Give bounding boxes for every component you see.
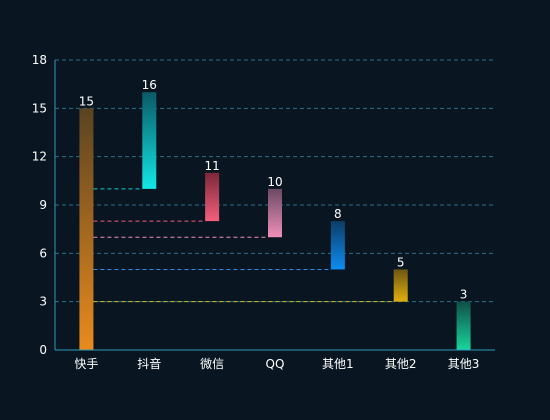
x-tick-label: 其他2 — [385, 357, 417, 371]
bar-其他3[interactable] — [456, 301, 471, 350]
data-label: 10 — [267, 175, 282, 189]
x-tick-label: 其他3 — [448, 357, 480, 371]
data-label: 3 — [460, 288, 468, 302]
bar-其他2[interactable] — [393, 269, 408, 302]
data-label: 16 — [142, 78, 157, 92]
y-tick-label: 18 — [32, 53, 47, 67]
bar-其他1[interactable] — [330, 221, 345, 270]
connector-lines — [93, 188, 394, 303]
data-label: 8 — [334, 207, 342, 221]
x-tick-label: 其他1 — [322, 357, 354, 371]
bar-微信[interactable] — [205, 172, 220, 222]
x-tick-label: 抖音 — [137, 356, 161, 371]
data-label: 11 — [205, 159, 220, 173]
data-label: 5 — [397, 255, 405, 269]
x-tick-label: 快手 — [74, 357, 98, 371]
y-tick-label: 6 — [39, 246, 47, 260]
bars — [79, 92, 471, 350]
data-labels: 15 16 11 10 8 5 3 — [79, 78, 468, 301]
bar-QQ[interactable] — [268, 188, 282, 238]
data-label: 15 — [79, 94, 94, 108]
y-tick-label: 9 — [39, 198, 47, 212]
x-tick-label: QQ — [266, 357, 285, 371]
y-tick-label: 15 — [32, 101, 47, 115]
axes: 0 3 6 9 12 15 18 快手 抖音 微信 QQ 其他1 其他2 其他3 — [32, 53, 495, 371]
y-tick-label: 3 — [39, 295, 47, 309]
bar-快手[interactable] — [79, 108, 94, 350]
x-tick-label: 微信 — [200, 357, 224, 371]
y-tick-label: 0 — [39, 343, 47, 357]
bar-抖音[interactable] — [142, 92, 157, 189]
y-tick-label: 12 — [32, 150, 47, 164]
